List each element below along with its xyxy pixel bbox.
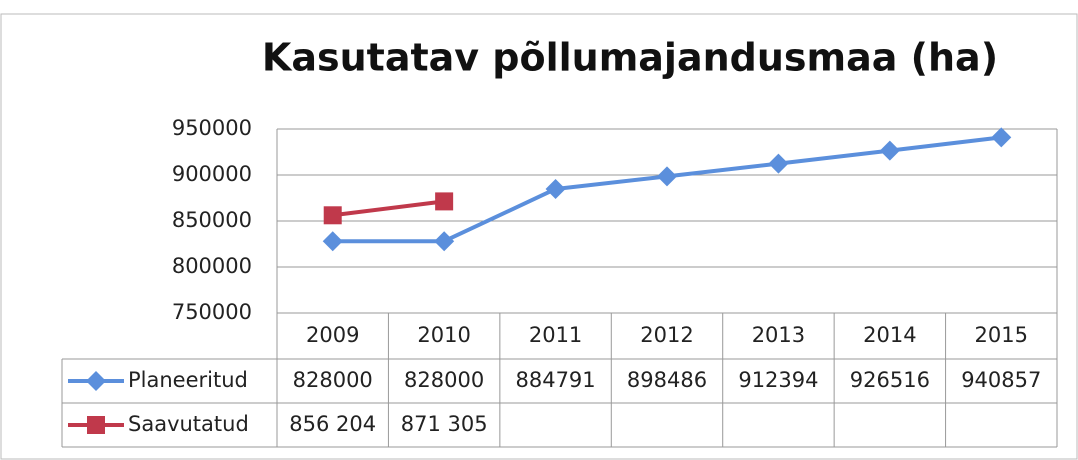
table-value: 898486	[627, 368, 707, 392]
category-label: 2014	[863, 323, 916, 347]
category-label: 2011	[529, 323, 582, 347]
y-tick-label: 950000	[172, 116, 252, 140]
category-label: 2009	[306, 323, 359, 347]
legend-label: Planeeritud	[128, 368, 248, 392]
series-line	[332, 135, 1002, 244]
data-point	[879, 140, 900, 161]
chart-title: Kasutatav põllumajandusmaa (ha)	[262, 36, 998, 80]
series-line	[332, 199, 445, 218]
table-value: 912394	[738, 368, 818, 392]
y-tick-label: 750000	[172, 300, 252, 324]
data-point	[323, 206, 342, 225]
chart-frame	[0, 13, 1078, 460]
legend-marker	[87, 416, 105, 434]
data-point	[657, 166, 677, 187]
table-value: 828000	[293, 368, 373, 392]
legend-marker	[86, 371, 106, 391]
data-point	[435, 192, 454, 211]
legend-label: Saavutatud	[128, 412, 249, 436]
data-point	[322, 231, 343, 252]
category-label: 2010	[417, 323, 470, 347]
category-label: 2015	[975, 323, 1028, 347]
data-point	[434, 231, 455, 252]
table-value: 856 204	[289, 412, 376, 436]
table-value: 871 305	[401, 412, 488, 436]
y-tick-label: 900000	[172, 162, 252, 186]
y-tick-label: 800000	[172, 254, 252, 278]
table-value: 940857	[961, 368, 1041, 392]
category-label: 2013	[752, 323, 805, 347]
category-label: 2012	[640, 323, 693, 347]
data-point	[991, 127, 1012, 148]
table-value: 884791	[515, 368, 595, 392]
table-value: 926516	[850, 368, 930, 392]
table-value: 828000	[404, 368, 484, 392]
data-point	[545, 178, 566, 199]
data-point	[768, 153, 789, 174]
y-tick-label: 850000	[172, 208, 252, 232]
